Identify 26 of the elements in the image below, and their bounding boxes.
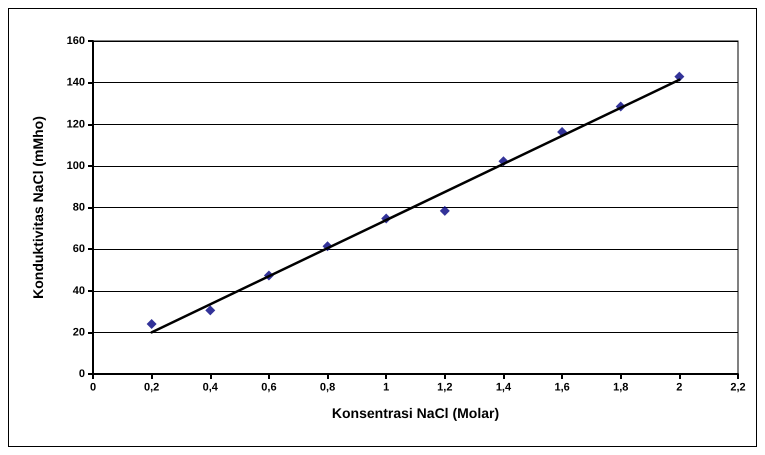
x-tick-label: 0,2 (144, 382, 160, 394)
y-tick-label: 100 (66, 160, 85, 172)
y-tick-label: 160 (66, 35, 85, 47)
y-tick-label: 40 (72, 284, 85, 297)
point (440, 206, 450, 216)
y-tick-label: 80 (72, 202, 85, 214)
y-axis-title: Konduktivitas NaCl (mMho) (30, 116, 46, 299)
x-tick-label: 0,6 (261, 382, 277, 394)
x-tick-label: 0,8 (320, 382, 336, 394)
x-tick-label: 0,4 (202, 382, 219, 394)
y-tick-label: 140 (66, 76, 85, 89)
x-tick-label: 2 (676, 382, 682, 394)
x-tick-label: 1,2 (437, 382, 452, 394)
y-tick-label: 0 (78, 368, 85, 380)
x-tick-label: 1,8 (613, 382, 628, 394)
y-tick-label: 60 (72, 243, 85, 256)
x-tick-label: 2,2 (730, 382, 746, 394)
x-tick-label: 1 (383, 382, 390, 394)
x-tick-label: 1,6 (554, 382, 570, 394)
x-axis-title: Konsentrasi NaCl (Molar) (332, 405, 500, 421)
point (205, 305, 216, 316)
x-tick-label: 0 (90, 382, 96, 394)
point (146, 319, 157, 330)
y-tick-label: 20 (72, 326, 85, 338)
x-tick-label: 1,4 (496, 382, 512, 394)
y-tick-label: 120 (66, 118, 85, 130)
